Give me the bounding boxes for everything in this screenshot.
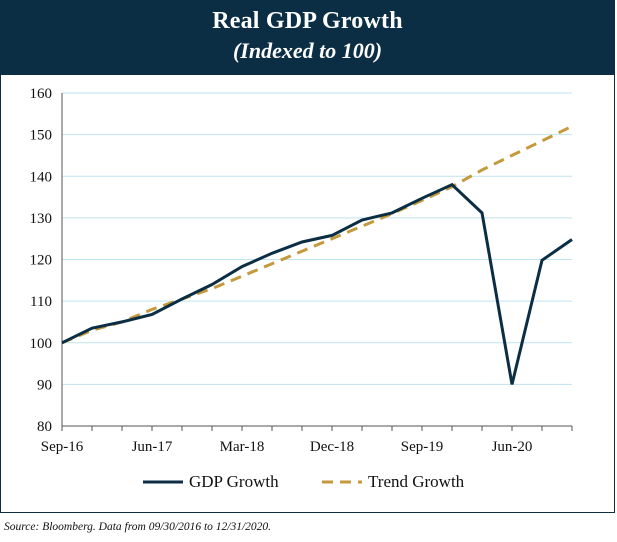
x-tick-label: Jun-17: [132, 439, 173, 455]
legend-label: GDP Growth: [189, 472, 279, 491]
x-axis-tick-labels: Sep-16 Jun-17 Mar-18 Dec-18 Sep-19 Jun-20: [41, 426, 573, 455]
chart-header: Real GDP Growth (Indexed to 100): [0, 0, 615, 75]
y-tick-label: 140: [30, 169, 53, 185]
source-note: Source: Bloomberg. Data from 09/30/2016 …: [4, 521, 272, 533]
grid-lines: [62, 92, 572, 385]
x-tick-label: Dec-18: [310, 439, 354, 455]
chart-title: Real GDP Growth: [212, 8, 403, 34]
series-line-gdp-growth: [61, 182, 573, 385]
legend-label: Trend Growth: [368, 472, 465, 491]
axes: [61, 93, 572, 427]
y-tick-label: 120: [30, 253, 53, 269]
line-chart: 80 90 100 110 120 130 140 150 160 Sep-16 Jun-17 Ma…: [30, 86, 573, 491]
y-tick-label: 100: [30, 336, 53, 352]
y-tick-label: 130: [30, 211, 53, 227]
x-tick-label: Mar-18: [220, 439, 265, 455]
x-tick-label: Jun-20: [492, 439, 533, 455]
y-tick-label: 90: [37, 377, 52, 393]
y-tick-label: 80: [37, 419, 52, 435]
y-axis-tick-labels: 80 90 100 110 120 130 140 150 160: [30, 86, 53, 435]
x-tick-label: Sep-16: [41, 439, 84, 455]
x-tick-label: Sep-19: [401, 439, 444, 455]
y-tick-label: 150: [30, 128, 53, 144]
y-tick-label: 110: [30, 294, 52, 310]
series-line-trend-growth: [61, 124, 573, 345]
legend: GDP Growth Trend Growth: [143, 472, 465, 491]
series-lines: [61, 124, 573, 385]
y-tick-label: 160: [30, 86, 53, 102]
chart-subtitle: (Indexed to 100): [232, 38, 383, 63]
